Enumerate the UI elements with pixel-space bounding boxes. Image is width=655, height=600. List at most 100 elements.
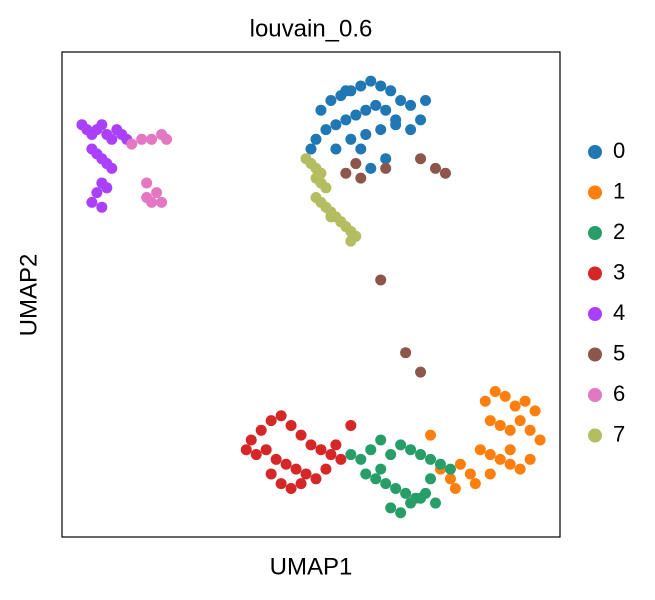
point [514, 463, 526, 475]
point [340, 114, 352, 126]
point [479, 395, 491, 407]
point [345, 419, 357, 431]
point [335, 453, 347, 465]
point [489, 386, 501, 397]
point [405, 99, 417, 111]
point [330, 119, 342, 131]
point [509, 400, 521, 412]
point [126, 138, 138, 150]
point [156, 196, 168, 208]
point [340, 167, 352, 179]
point [464, 468, 476, 480]
point [265, 415, 277, 427]
point [355, 80, 367, 92]
point [430, 497, 441, 509]
point [444, 463, 456, 475]
point [430, 162, 441, 174]
point [141, 177, 153, 189]
point [504, 424, 516, 436]
point [360, 104, 372, 116]
point [151, 187, 163, 199]
legend-marker [588, 145, 602, 159]
point [415, 366, 427, 378]
point [335, 216, 347, 228]
legend-label: 6 [613, 381, 625, 406]
point [355, 172, 367, 184]
point [295, 478, 307, 490]
point [415, 153, 427, 165]
point [285, 419, 297, 431]
point [415, 492, 427, 504]
point [370, 99, 382, 111]
legend-marker [588, 388, 602, 402]
point [380, 162, 392, 174]
point [524, 424, 536, 436]
point [161, 133, 173, 145]
point [320, 463, 332, 475]
point [469, 478, 481, 490]
point [425, 429, 437, 441]
point [449, 483, 461, 494]
point [96, 201, 108, 213]
point [355, 143, 367, 155]
point [534, 434, 546, 446]
legend-marker [588, 266, 602, 281]
legend-label: 3 [613, 259, 625, 284]
point [101, 182, 113, 194]
point [514, 415, 526, 427]
point [330, 439, 342, 451]
x-axis-label: UMAP1 [270, 553, 353, 580]
legend-label: 5 [613, 340, 625, 365]
point [136, 133, 148, 145]
point [345, 235, 357, 247]
point [270, 453, 282, 465]
point [484, 468, 496, 480]
point [504, 458, 516, 470]
points [76, 75, 546, 519]
point [305, 143, 317, 155]
point [365, 444, 377, 456]
point [519, 395, 531, 407]
legend: 0 1 2 3 4 5 6 7 [588, 138, 625, 446]
point [290, 463, 302, 475]
legend-label: 0 [613, 138, 625, 163]
point [425, 473, 437, 485]
point [474, 444, 486, 456]
chart-title: louvain_0.6 [250, 15, 373, 42]
point [454, 458, 466, 470]
point [400, 487, 412, 499]
point [504, 444, 516, 456]
point [385, 502, 397, 514]
point [405, 124, 417, 136]
point [365, 75, 377, 87]
point [280, 458, 292, 470]
point [345, 133, 357, 145]
point [106, 133, 118, 145]
point [305, 439, 317, 451]
point [380, 478, 392, 490]
point [405, 497, 417, 509]
point [250, 449, 262, 461]
point [375, 434, 387, 446]
point [400, 347, 412, 359]
point [325, 95, 337, 106]
point [360, 468, 372, 480]
point [375, 274, 387, 286]
point [375, 463, 387, 475]
point [380, 104, 392, 116]
legend-label: 4 [613, 300, 625, 325]
point [370, 473, 382, 485]
point [260, 444, 272, 456]
point [295, 429, 307, 441]
point [275, 478, 287, 490]
point [524, 453, 536, 465]
point [91, 187, 103, 199]
point [350, 158, 362, 170]
legend-label: 7 [613, 421, 625, 446]
plot-frame [61, 51, 561, 538]
point [390, 119, 402, 131]
point [86, 196, 98, 208]
point [141, 192, 153, 203]
point [106, 162, 118, 174]
